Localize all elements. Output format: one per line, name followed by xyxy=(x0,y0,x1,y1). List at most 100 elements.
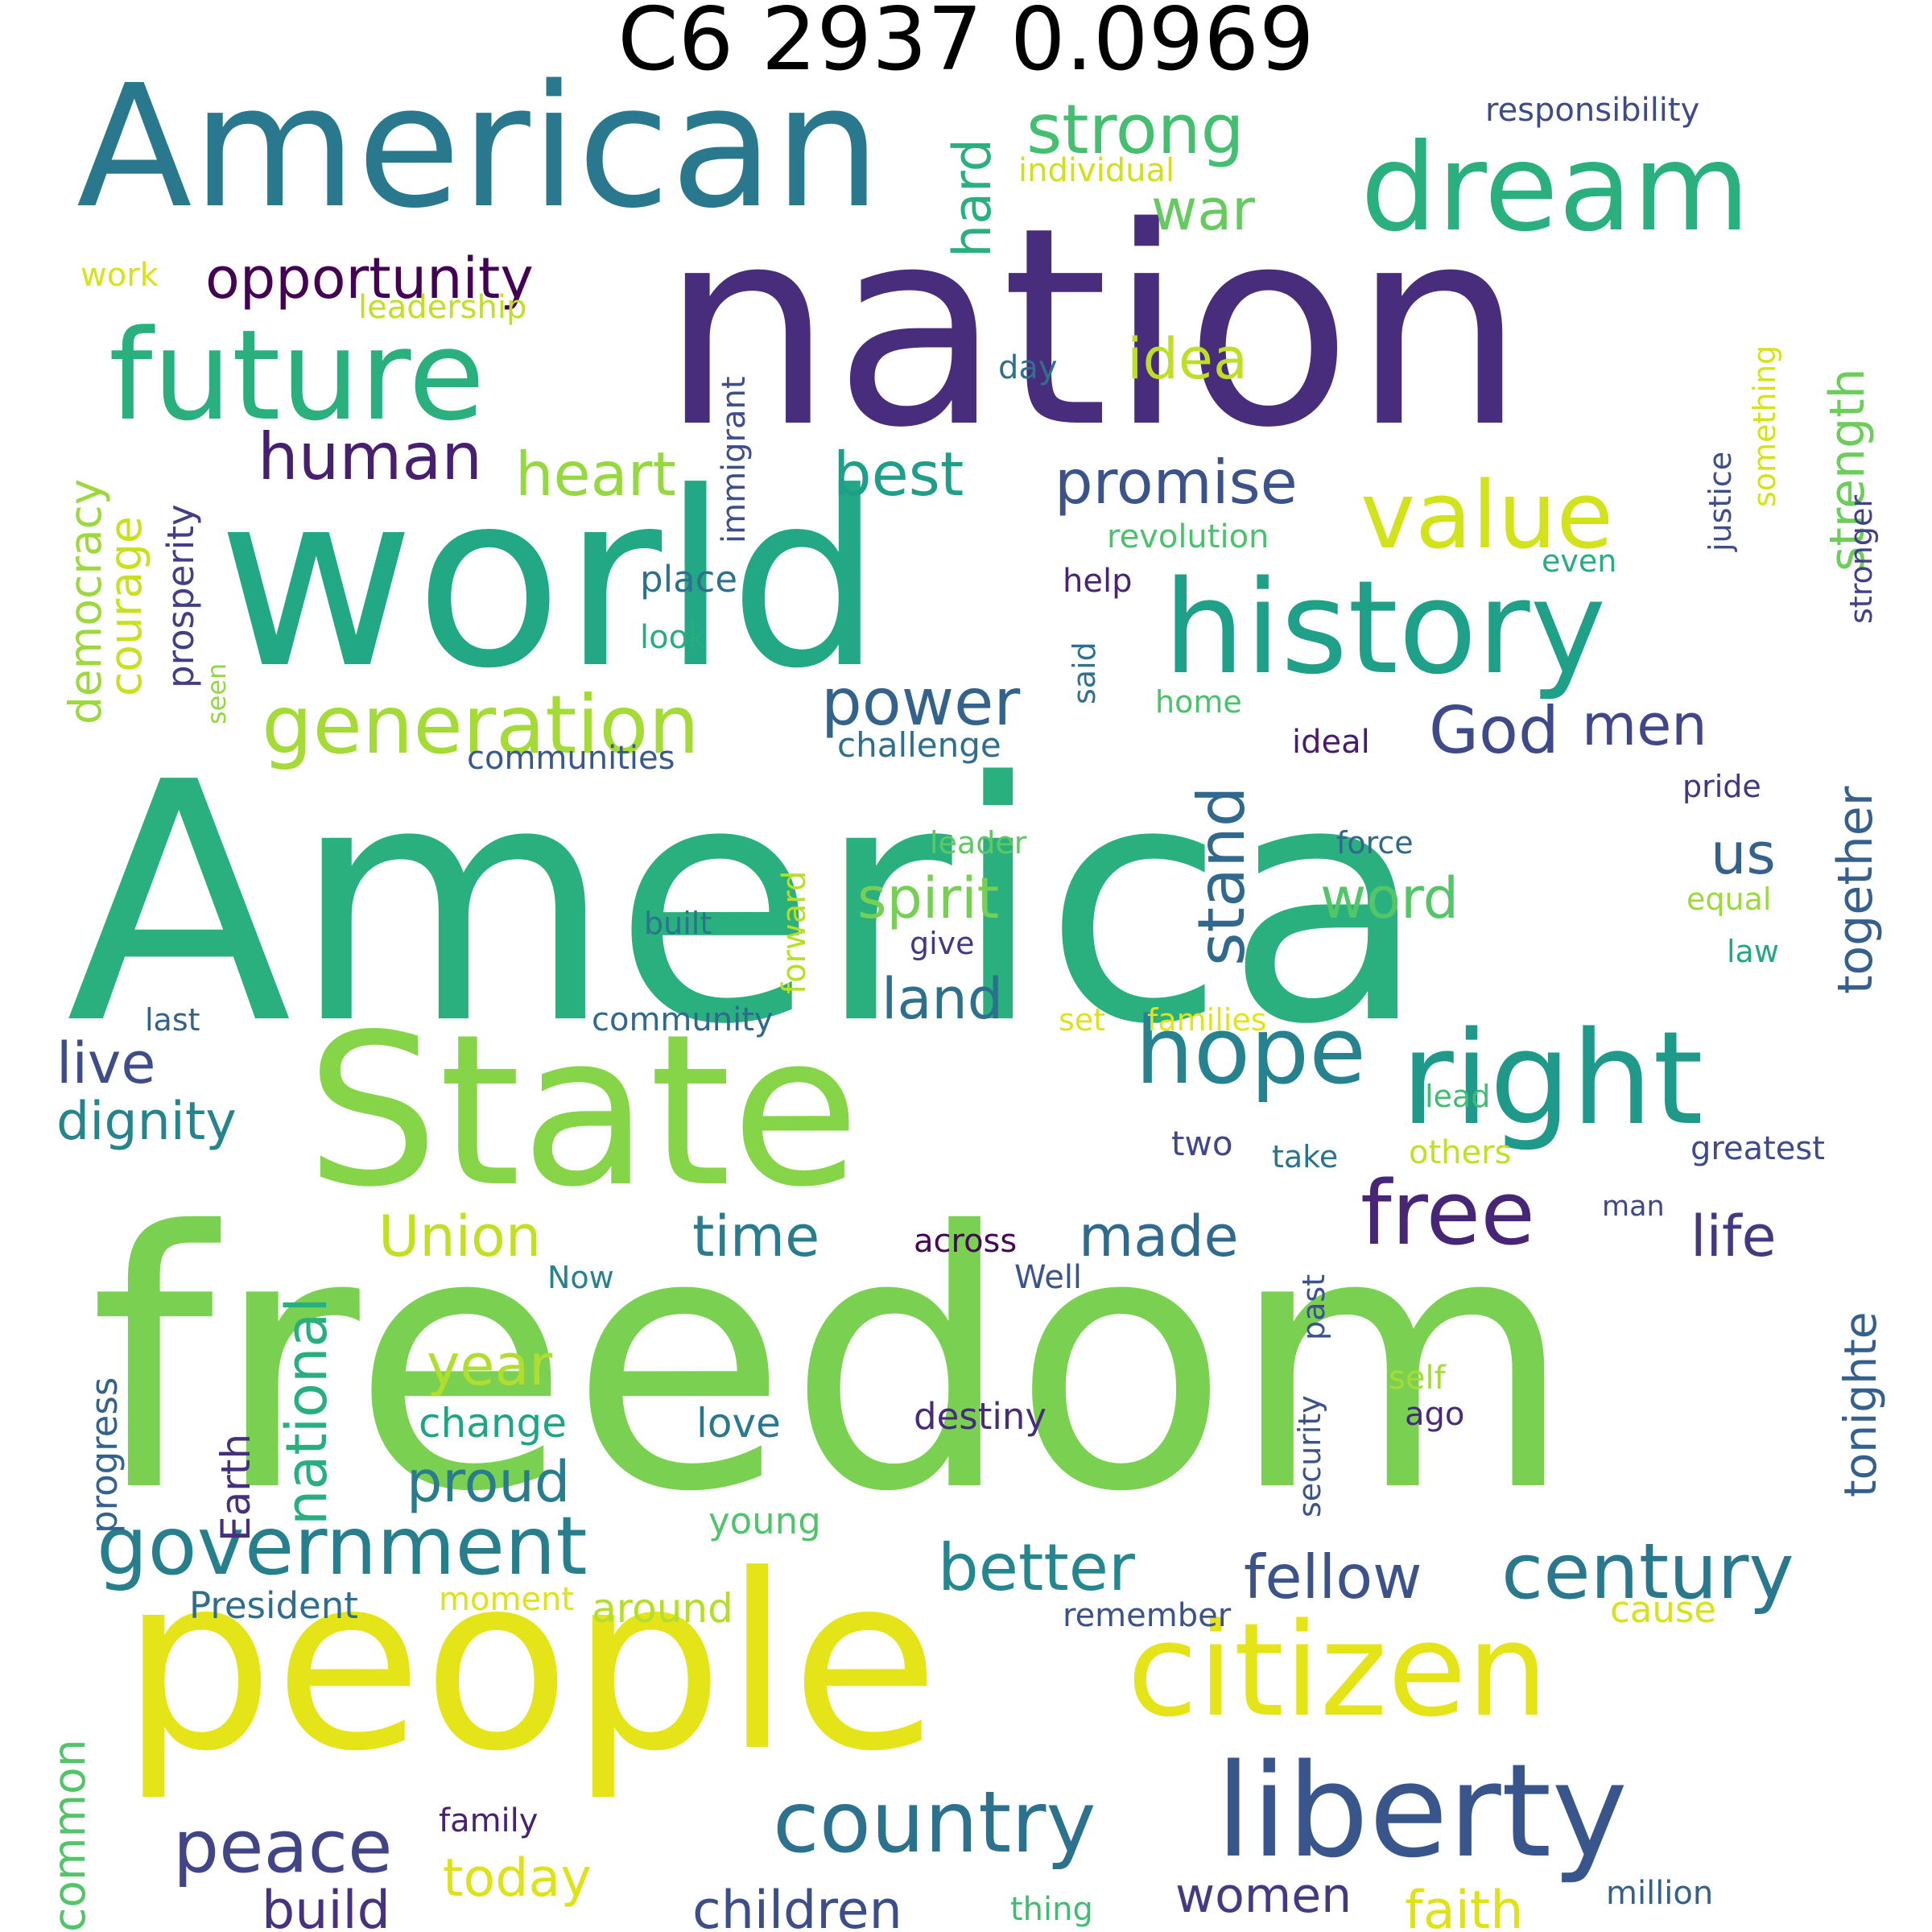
word-security: security xyxy=(1292,1395,1327,1517)
word-human: human xyxy=(258,419,482,494)
word-destiny: destiny xyxy=(914,1395,1046,1438)
word-country: country xyxy=(773,1773,1096,1872)
word-century: century xyxy=(1501,1528,1794,1616)
word-now: Now xyxy=(547,1260,614,1295)
word-time: time xyxy=(692,1203,819,1269)
word-god: God xyxy=(1429,693,1559,768)
word-said: said xyxy=(1067,642,1102,704)
word-responsibility: responsibility xyxy=(1485,92,1699,129)
word-leadership: leadership xyxy=(358,289,526,326)
figure-title: C6 2937 0.0969 xyxy=(617,0,1315,90)
word-heart: heart xyxy=(515,439,676,510)
word-life: life xyxy=(1690,1203,1777,1269)
word-around: around xyxy=(592,1585,733,1632)
word-cause: cause xyxy=(1610,1588,1716,1631)
word-communities: communities xyxy=(467,740,675,777)
word-better: better xyxy=(938,1530,1135,1605)
word-year: year xyxy=(427,1332,552,1398)
word-law: law xyxy=(1727,934,1779,969)
word-individual: individual xyxy=(1018,152,1174,189)
word-men: men xyxy=(1582,692,1707,758)
word-faith: faith xyxy=(1405,1880,1523,1932)
word-stand: stand xyxy=(1184,786,1259,966)
word-government: government xyxy=(97,1499,588,1593)
word-best: best xyxy=(833,439,964,510)
word-thing: thing xyxy=(1010,1891,1093,1928)
word-dignity: dignity xyxy=(56,1092,237,1152)
word-president: President xyxy=(189,1584,358,1627)
word-past: past xyxy=(1296,1274,1331,1340)
word-prosperity: prosperity xyxy=(159,504,202,688)
word-courage: courage xyxy=(100,516,151,696)
word-revolution: revolution xyxy=(1107,518,1269,555)
word-lead: lead xyxy=(1425,1079,1490,1114)
word-spirit: spirit xyxy=(857,865,999,931)
word-well: Well xyxy=(1014,1259,1082,1296)
word-last: last xyxy=(145,1002,200,1038)
word-us: us xyxy=(1711,821,1776,887)
word-nation: nation xyxy=(660,169,1525,488)
word-generation: generation xyxy=(262,678,700,772)
word-build: build xyxy=(262,1880,390,1932)
word-women: women xyxy=(1175,1868,1352,1924)
word-challenge: challenge xyxy=(837,725,1001,765)
word-war: war xyxy=(1151,177,1255,243)
word-national: national xyxy=(274,1297,340,1525)
word-take: take xyxy=(1272,1139,1338,1174)
word-leader: leader xyxy=(930,825,1027,861)
word-made: made xyxy=(1079,1203,1239,1269)
word-peace: peace xyxy=(173,1805,393,1889)
word-children: children xyxy=(692,1880,902,1932)
word-fellow: fellow xyxy=(1244,1542,1422,1612)
word-common: common xyxy=(43,1739,95,1932)
word-dream: dream xyxy=(1360,118,1750,258)
word-together: together xyxy=(1827,786,1884,994)
word-remember: remember xyxy=(1063,1597,1232,1634)
word-moment: moment xyxy=(439,1581,574,1618)
word-people: people xyxy=(121,1523,939,1804)
word-set: set xyxy=(1059,1002,1105,1038)
word-something: something xyxy=(1747,345,1782,507)
word-greatest: greatest xyxy=(1690,1130,1825,1167)
word-live: live xyxy=(56,1030,155,1096)
word-liberty: liberty xyxy=(1216,1736,1628,1886)
word-history: history xyxy=(1163,552,1606,703)
word-force: force xyxy=(1336,825,1414,861)
word-pride: pride xyxy=(1682,769,1761,804)
word-free: free xyxy=(1360,1162,1535,1265)
word-day: day xyxy=(998,349,1058,386)
word-equal: equal xyxy=(1686,881,1771,917)
word-seen: seen xyxy=(201,663,232,724)
word-value: value xyxy=(1360,462,1613,570)
word-today: today xyxy=(443,1848,592,1909)
word-work: work xyxy=(80,257,159,294)
word-ago: ago xyxy=(1405,1396,1464,1433)
word-citizen: citizen xyxy=(1127,1595,1548,1745)
word-america: America xyxy=(66,712,1427,1096)
word-even: even xyxy=(1542,543,1616,579)
word-change: change xyxy=(419,1400,567,1447)
word-hope: hope xyxy=(1135,997,1366,1105)
word-love: love xyxy=(696,1400,781,1447)
word-freedom: freedom xyxy=(89,1157,1575,1569)
word-million: million xyxy=(1606,1875,1713,1912)
word-built: built xyxy=(644,906,712,941)
word-power: power xyxy=(821,665,1020,740)
word-help: help xyxy=(1063,563,1132,600)
word-strength: strength xyxy=(1819,368,1876,572)
word-forward: forward xyxy=(776,871,813,994)
word-ideal: ideal xyxy=(1292,724,1370,761)
word-idea: idea xyxy=(1127,326,1248,392)
word-families: families xyxy=(1147,1002,1267,1038)
word-word: word xyxy=(1320,865,1459,931)
word-american: American xyxy=(76,48,881,246)
word-promise: promise xyxy=(1055,447,1298,518)
word-tonighte: tonighte xyxy=(1835,1311,1886,1497)
word-democracy: democracy xyxy=(60,479,111,724)
word-union: Union xyxy=(378,1203,541,1269)
word-family: family xyxy=(439,1802,538,1839)
word-strong: strong xyxy=(1026,90,1245,170)
word-look: look xyxy=(640,619,708,656)
